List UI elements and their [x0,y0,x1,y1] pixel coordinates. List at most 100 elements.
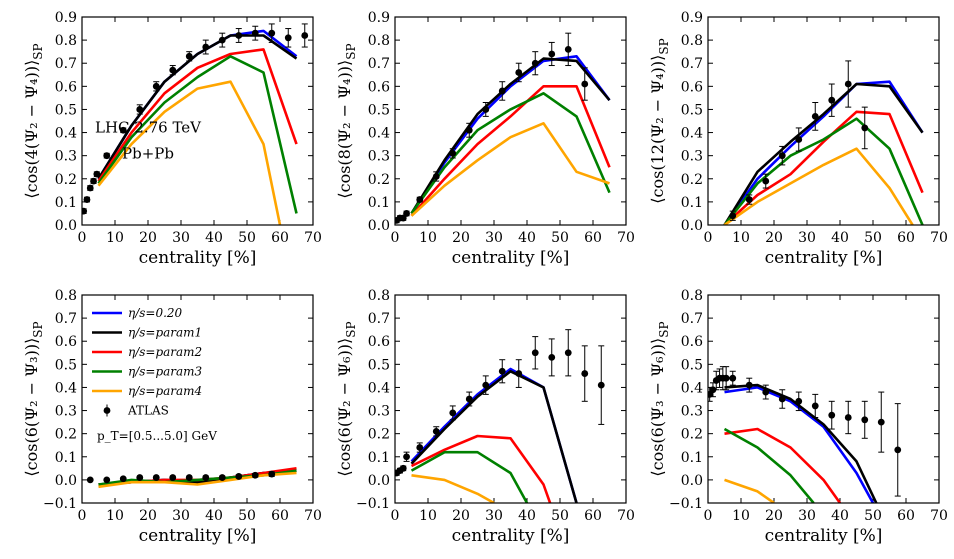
x-tick-label: 30 [798,230,816,246]
y-tick-label: 0.7 [681,56,703,72]
legend: η/s=0.20 η/s=param1 η/s=param2 η/s=param3 η/… [92,306,217,443]
atlas-point [795,136,803,143]
atlas-point [709,386,717,394]
x-tick-label: 70 [304,508,322,524]
x-tick-label: 10 [419,230,437,246]
x-tick-label: 0 [391,230,400,246]
y-tick-label: 0.0 [681,473,703,489]
y-tick-label: 0.2 [55,427,77,443]
legend-label: η/s=param4 [128,384,202,398]
y-tick-label: 0.5 [55,102,77,118]
x-axis-label: centrality [%] [452,526,570,546]
plot-frame [394,294,627,504]
curves [97,29,298,225]
atlas-points [86,470,276,484]
x-tick-label: 70 [304,230,322,246]
y-axis-label: ⟨cos(6(Ψ₂ − Ψ₆))⟩SP [335,321,358,476]
atlas-point [861,124,869,132]
atlas-point [86,184,94,192]
atlas-point [202,474,210,481]
atlas-point [251,29,259,37]
x-tick-label: 30 [485,508,503,524]
atlas-point [795,397,803,405]
atlas-point [103,476,111,484]
y-tick-label: 0.6 [681,334,703,350]
atlas-point [778,395,786,403]
y-tick-label: 0.2 [368,172,390,188]
y-axis-label-main: ⟨cos(6(Ψ₂ − Ψ₃))⟩ [22,338,41,477]
atlas-point [119,475,127,483]
x-tick-label: 70 [617,230,635,246]
x-tick-label: 40 [518,230,536,246]
x-tick-label: 60 [584,508,602,524]
y-tick-label: 0.6 [368,334,390,350]
legend-label: η/s=param1 [128,326,202,340]
y-tick-label: 0.6 [55,79,77,95]
y-tick-label: −0.1 [43,496,77,512]
x-tick-label: 20 [765,508,783,524]
atlas-point [531,349,539,357]
x-tick-label: 10 [732,230,750,246]
legend-note: p_T=[0.5...5.0] GeV [97,429,217,443]
x-tick-label: 60 [897,230,915,246]
y-tick-label: 0.7 [55,56,77,72]
atlas-point [449,149,457,157]
atlas-point [564,349,572,357]
y-tick-label: 0.8 [368,288,390,304]
y-tick-label: 0.0 [368,473,390,489]
atlas-point [729,212,737,220]
series-line-5 [724,478,775,503]
x-tick-label: 50 [238,230,256,246]
x-tick-label: 40 [831,230,849,246]
y-tick-label: 0.7 [681,311,703,327]
atlas-point [548,50,556,58]
y-axis-label-subscript: SP [344,321,358,337]
atlas-point [498,87,506,95]
y-tick-label: 0.6 [368,79,390,95]
atlas-point [877,418,885,426]
curves [410,54,611,217]
atlas-point [482,106,490,113]
y-tick-label: 0.0 [55,218,77,234]
series-line-2 [410,57,611,215]
y-tick-label: 0.8 [55,288,77,304]
x-axis-label: centrality [%] [765,248,883,268]
y-tick-label: 0.3 [681,149,703,165]
y-tick-label: 0.6 [55,334,77,350]
y-tick-label: 0.8 [681,288,703,304]
atlas-point [432,427,440,435]
y-tick-label: 0.1 [55,450,77,466]
series-line-3 [97,48,298,182]
y-tick-label: 0.4 [681,126,703,142]
x-tick-label: 0 [391,508,400,524]
y-tick-label: 0.4 [55,126,77,142]
y-tick-label: 0.1 [681,195,703,211]
y-tick-label: 0.9 [681,10,703,26]
series-line-2 [97,34,298,180]
x-axis-label: centrality [%] [139,248,257,268]
atlas-point [861,416,869,424]
y-tick-label: 0.1 [368,450,390,466]
atlas-point [202,43,210,51]
atlas-point [811,112,819,120]
x-tick-label: 20 [452,508,470,524]
x-tick-label: 70 [930,230,948,246]
y-axis-label-main: ⟨cos(12(Ψ₂ − Ψ₄))⟩ [648,55,667,204]
atlas-point [778,152,786,160]
legend-label: η/s=param2 [128,345,202,359]
atlas-point [729,374,737,382]
y-axis-label-subscript: SP [31,321,45,337]
atlas-point [515,370,523,377]
series-line-2 [723,82,924,225]
y-axis-label: ⟨cos(12(Ψ₂ − Ψ₄))⟩SP [648,38,671,203]
x-tick-label: 0 [78,230,87,246]
atlas-point [103,152,111,160]
x-tick-label: 20 [139,508,157,524]
atlas-point [136,474,144,481]
series-line-3 [410,85,611,217]
x-tick-label: 50 [551,508,569,524]
chart-panel-3: 0 10 20 30 40 50 60 70 0.0 0.1 0.2 0.3 0.4 0.5 0.6 0.7 0… [648,10,948,268]
series-line-3 [723,110,924,225]
y-tick-label: −0.1 [356,496,390,512]
